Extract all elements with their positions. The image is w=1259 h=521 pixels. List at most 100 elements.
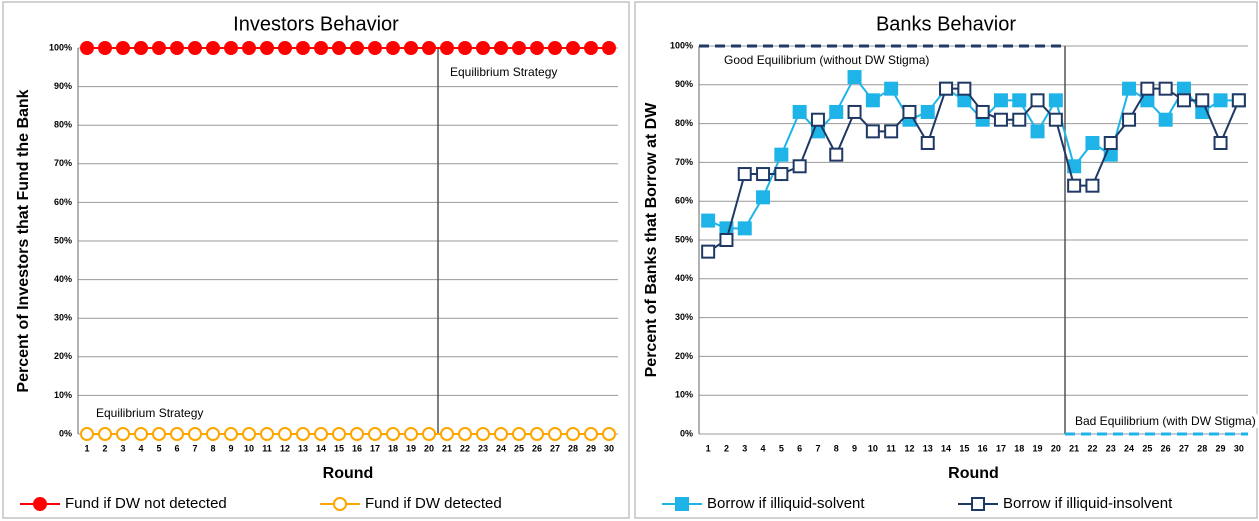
- x-tick-label: 29: [586, 443, 596, 453]
- data-point: [80, 41, 94, 55]
- data-point: [719, 233, 734, 247]
- y-tick-label: 50%: [54, 235, 72, 245]
- chart-title: Investors Behavior: [233, 13, 399, 35]
- data-point: [701, 244, 716, 259]
- y-tick-label: 30%: [675, 312, 693, 322]
- data-point: [116, 41, 130, 55]
- data-point: [512, 41, 526, 55]
- data-point: [422, 41, 436, 55]
- y-tick-label: 30%: [54, 313, 72, 323]
- data-point: [1012, 112, 1027, 127]
- x-tick-label: 5: [779, 443, 784, 453]
- data-point: [920, 136, 935, 150]
- y-axis-title: Percent of Banks that Borrow at DW: [643, 102, 660, 378]
- data-point: [1213, 93, 1228, 108]
- x-tick-label: 30: [1234, 443, 1244, 453]
- x-tick-label: 19: [406, 443, 416, 453]
- x-tick-label: 16: [352, 443, 362, 453]
- annotation: Equilibrium Strategy: [96, 406, 203, 420]
- x-tick-label: 8: [210, 443, 215, 453]
- data-point: [458, 41, 472, 55]
- x-tick-label: 22: [460, 443, 470, 453]
- data-point: [737, 167, 752, 182]
- x-tick-label: 19: [1033, 443, 1043, 453]
- x-axis-title: Round: [948, 465, 999, 482]
- x-tick-label: 9: [852, 443, 857, 453]
- x-tick-label: 17: [370, 443, 380, 453]
- data-point: [1176, 81, 1191, 96]
- data-point: [920, 104, 935, 119]
- x-tick-label: 18: [388, 443, 398, 453]
- data-point: [440, 427, 454, 441]
- x-tick-label: 16: [978, 443, 988, 453]
- data-point: [206, 427, 220, 441]
- data-point: [1048, 93, 1063, 108]
- y-tick-label: 50%: [675, 234, 693, 244]
- data-point: [422, 427, 436, 441]
- data-point: [548, 41, 562, 55]
- x-tick-label: 9: [228, 443, 233, 453]
- y-tick-label: 70%: [675, 157, 693, 167]
- x-tick-label: 18: [1014, 443, 1024, 453]
- x-tick-label: 20: [424, 443, 434, 453]
- data-point: [1012, 93, 1027, 108]
- x-tick-label: 11: [262, 443, 272, 453]
- y-tick-label: 20%: [54, 351, 72, 361]
- x-tick-label: 26: [1161, 443, 1171, 453]
- y-tick-label: 60%: [54, 197, 72, 207]
- data-point: [1085, 136, 1100, 150]
- data-point: [386, 427, 400, 441]
- data-point: [602, 41, 616, 55]
- x-axis-title: Round: [323, 465, 374, 482]
- data-point: [701, 213, 716, 228]
- data-point: [847, 104, 862, 119]
- x-tick-label: 11: [886, 443, 896, 453]
- x-tick-label: 7: [815, 443, 820, 453]
- data-point: [350, 41, 364, 55]
- x-tick-label: 26: [532, 443, 542, 453]
- data-point: [350, 427, 364, 441]
- data-point: [206, 41, 220, 55]
- panel-border: [634, 1, 1258, 519]
- annotation: Equilibrium Strategy: [450, 65, 557, 79]
- data-point: [865, 124, 880, 139]
- data-point: [1122, 81, 1137, 96]
- x-tick-label: 3: [120, 443, 125, 453]
- x-tick-label: 27: [550, 443, 560, 453]
- data-point: [458, 427, 472, 441]
- chart-title: Banks Behavior: [876, 13, 1016, 35]
- data-point: [512, 427, 526, 441]
- data-point: [1140, 81, 1155, 96]
- label-background: [722, 53, 932, 68]
- data-point: [829, 104, 844, 119]
- data-point: [884, 124, 899, 139]
- y-tick-label: 0%: [680, 428, 693, 438]
- x-tick-label: 28: [568, 443, 578, 453]
- x-tick-label: 3: [742, 443, 747, 453]
- x-tick-label: 13: [298, 443, 308, 453]
- x-tick-label: 17: [996, 443, 1006, 453]
- data-point: [368, 427, 382, 441]
- data-point: [829, 147, 844, 162]
- x-tick-label: 13: [923, 443, 933, 453]
- x-tick-label: 24: [496, 443, 506, 453]
- data-point: [530, 41, 544, 55]
- x-tick-label: 6: [797, 443, 802, 453]
- x-tick-label: 14: [316, 443, 326, 453]
- data-point: [957, 81, 972, 96]
- x-tick-label: 2: [102, 443, 107, 453]
- data-point: [566, 427, 580, 441]
- data-point: [314, 427, 328, 441]
- legend-label: Fund if DW not detected: [65, 495, 227, 512]
- data-point: [476, 427, 490, 441]
- y-tick-label: 60%: [675, 196, 693, 206]
- data-point: [1176, 93, 1191, 108]
- x-tick-label: 23: [478, 443, 488, 453]
- x-tick-label: 6: [174, 443, 179, 453]
- y-tick-label: 100%: [670, 40, 693, 50]
- x-tick-label: 12: [280, 443, 290, 453]
- x-tick-label: 20: [1051, 443, 1061, 453]
- data-point: [116, 427, 130, 441]
- data-point: [188, 41, 202, 55]
- data-point: [737, 221, 752, 236]
